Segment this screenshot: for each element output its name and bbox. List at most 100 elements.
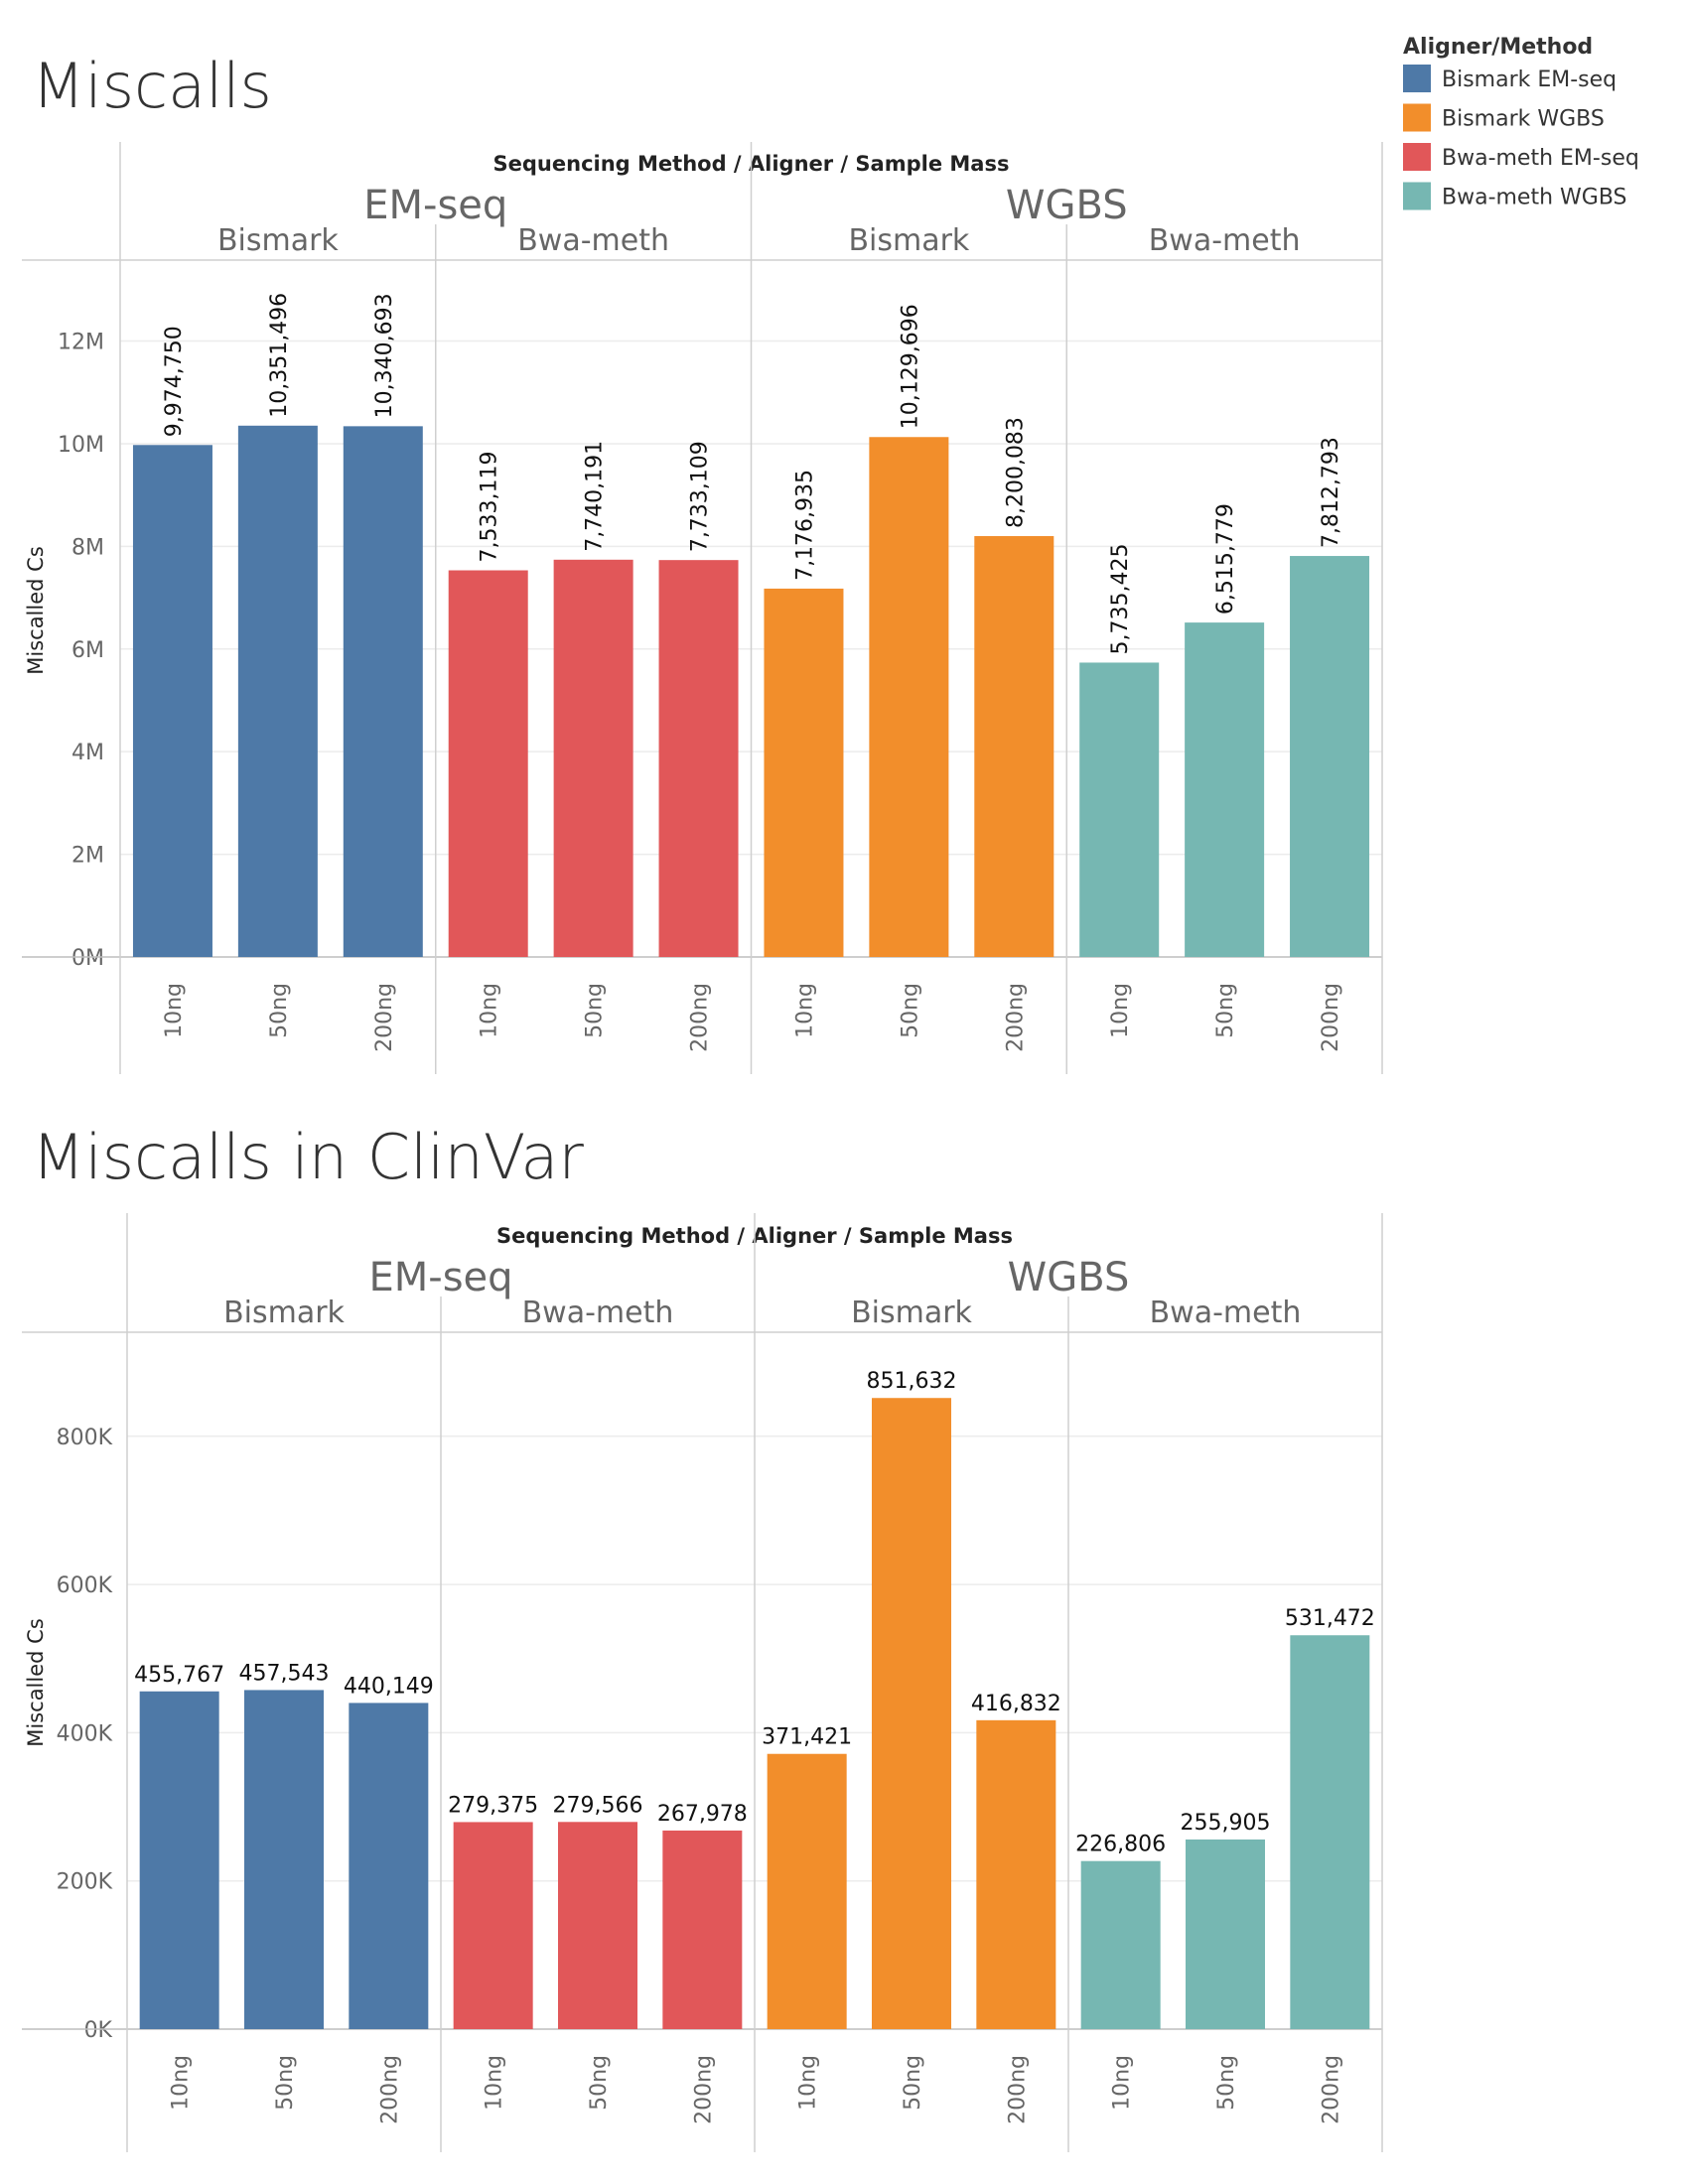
aligner-label: Bwa-meth (1150, 1296, 1302, 1330)
bar (553, 559, 633, 957)
y-tick-label: 200K (57, 1870, 113, 1895)
data-label: 371,421 (762, 1725, 852, 1750)
aligner-label: Bwa-meth (517, 223, 669, 258)
legend-swatch (1403, 182, 1431, 210)
y-tick-label: 400K (57, 1721, 113, 1746)
x-tick-label: 50ng (267, 983, 292, 1038)
x-tick-label: 200ng (1319, 2055, 1343, 2124)
aligner-label: Bismark (848, 223, 969, 258)
x-tick-label: 50ng (901, 2055, 925, 2111)
data-label: 279,375 (448, 1793, 538, 1818)
bar (658, 560, 739, 957)
data-label: 7,733,109 (688, 441, 713, 552)
x-tick-label: 200ng (1319, 983, 1343, 1052)
legend-swatch (1403, 65, 1431, 92)
y-tick-label: 12M (58, 331, 104, 355)
bar (662, 1830, 743, 2029)
data-label: 9,974,750 (162, 326, 187, 437)
chart-title: Miscalls in ClinVar (32, 1121, 584, 1193)
legend-label: Bismark EM-seq (1442, 68, 1617, 92)
x-tick-label: 200ng (688, 983, 713, 1052)
bar (448, 570, 528, 957)
legend-label: Bwa-meth WGBS (1442, 186, 1627, 210)
x-tick-label: 50ng (587, 2055, 612, 2111)
y-tick-label: 8M (71, 535, 104, 560)
aligner-label: Bwa-meth (1149, 223, 1301, 258)
bar (1079, 662, 1160, 957)
bar (343, 426, 423, 957)
bar (349, 1703, 429, 2029)
y-tick-label: 800K (57, 1426, 113, 1450)
legend-title: Aligner/Method (1403, 35, 1593, 60)
bar (244, 1690, 324, 2029)
bar (872, 1398, 951, 2029)
x-tick-label: 200ng (377, 2055, 402, 2124)
legend-swatch (1403, 103, 1431, 132)
data-label: 531,472 (1285, 1606, 1375, 1631)
data-label: 255,905 (1181, 1811, 1271, 1836)
bar (767, 1753, 847, 2029)
legend: Aligner/Method Bismark EM-seq Bismark WGBS… (1403, 35, 1639, 210)
x-tick-label: 200ng (1005, 2055, 1030, 2124)
x-tick-label: 50ng (898, 983, 922, 1038)
legend-label: Bwa-meth EM-seq (1442, 146, 1639, 171)
bar (1186, 1839, 1265, 2029)
data-label: 7,533,119 (478, 452, 502, 563)
bar (132, 445, 212, 957)
data-label: 5,735,425 (1108, 543, 1133, 654)
x-tick-label: 200ng (691, 2055, 716, 2124)
y-tick-label: 10M (58, 433, 104, 458)
data-label: 279,566 (553, 1793, 643, 1818)
y-tick-label: 0K (84, 2018, 113, 2043)
x-tick-label: 10ng (478, 983, 502, 1038)
data-label: 440,149 (344, 1674, 434, 1699)
x-tick-label: 10ng (792, 983, 817, 1038)
x-tick-label: 10ng (1108, 983, 1133, 1038)
method-label: EM-seq (368, 1255, 512, 1300)
aligner-label: Bwa-meth (522, 1296, 674, 1330)
x-tick-label: 10ng (169, 2055, 194, 2111)
x-tick-label: 200ng (1003, 983, 1028, 1052)
data-label: 7,812,793 (1319, 437, 1343, 548)
data-label: 457,543 (239, 1661, 330, 1686)
data-label: 7,740,191 (583, 441, 608, 552)
method-label: WGBS (1006, 183, 1128, 228)
x-tick-label: 50ng (273, 2055, 298, 2111)
data-label: 416,832 (971, 1692, 1061, 1716)
data-label: 10,351,496 (267, 293, 292, 418)
y-tick-label: 6M (71, 638, 104, 663)
x-tick-label: 10ng (483, 2055, 507, 2111)
data-label: 8,200,083 (1003, 417, 1028, 528)
x-tick-label: 50ng (1214, 2055, 1239, 2111)
bar (237, 425, 318, 957)
x-tick-label: 10ng (1110, 2055, 1135, 2111)
aligner-label: Bismark (851, 1296, 972, 1330)
y-tick-label: 2M (71, 844, 104, 869)
x-tick-label: 50ng (583, 983, 608, 1038)
y-axis-label: Miscalled Cs (24, 546, 48, 675)
bar (1080, 1860, 1161, 2029)
x-tick-label: 50ng (1213, 983, 1238, 1038)
bar (558, 1822, 637, 2029)
bar (1290, 556, 1370, 957)
legend-swatch (1403, 143, 1431, 171)
bar (974, 536, 1055, 957)
x-tick-label: 10ng (796, 2055, 821, 2111)
aligner-label: Bismark (217, 223, 339, 258)
data-label: 10,340,693 (372, 293, 397, 418)
chart-title: Miscalls (32, 50, 272, 122)
bar (1290, 1635, 1370, 2029)
data-label: 267,978 (657, 1802, 748, 1827)
bar (1185, 622, 1265, 957)
y-tick-label: 4M (71, 741, 104, 765)
y-tick-label: 0M (71, 946, 104, 971)
data-label: 455,767 (134, 1663, 224, 1688)
bar (976, 1719, 1056, 2029)
x-tick-label: 200ng (372, 983, 397, 1052)
data-label: 7,176,935 (792, 470, 817, 581)
bar (139, 1691, 219, 2029)
x-tick-label: 10ng (162, 983, 187, 1038)
